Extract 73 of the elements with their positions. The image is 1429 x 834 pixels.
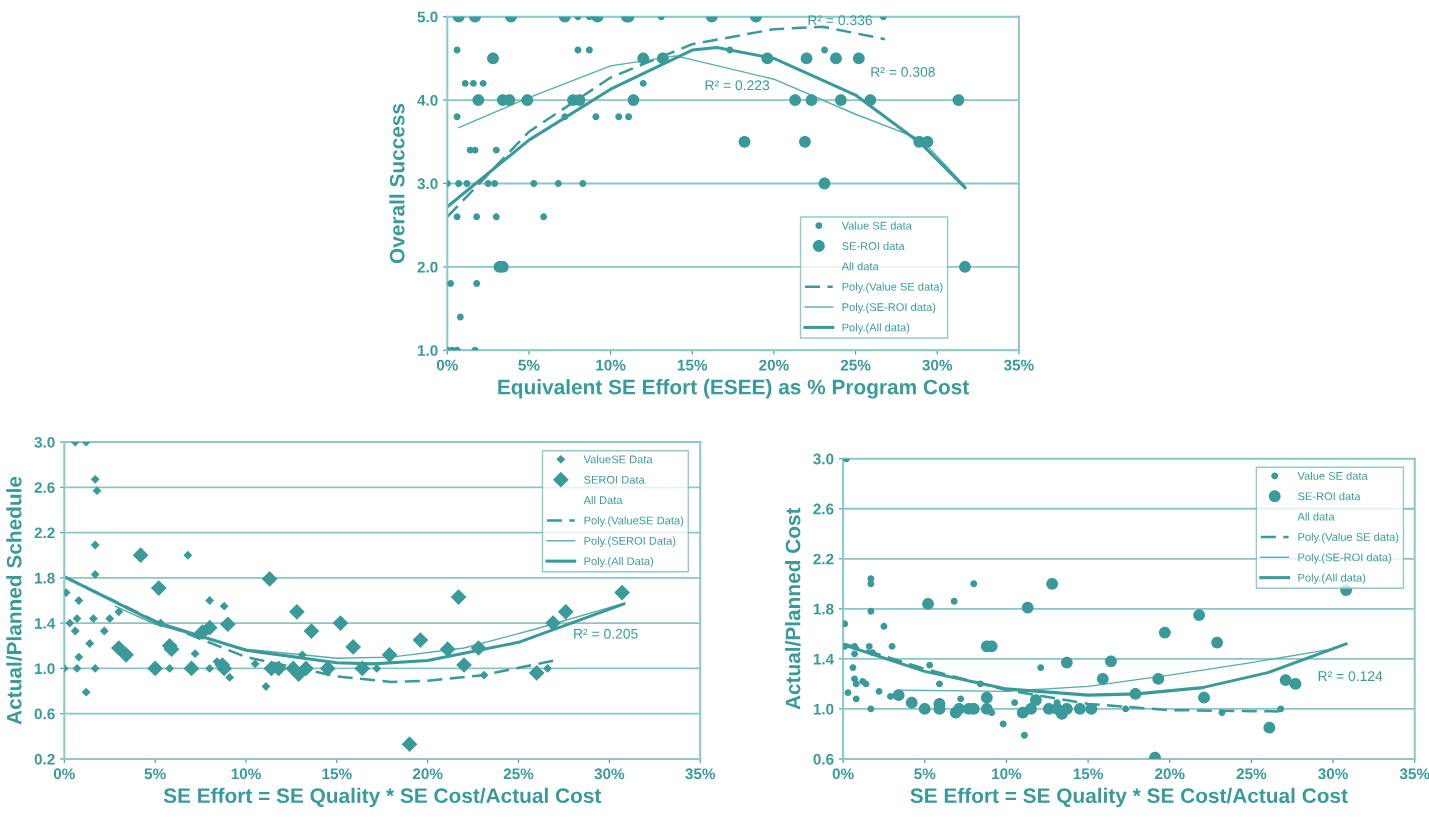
x-tick-label: 25%	[840, 359, 871, 371]
legend-label: Value SE data	[841, 221, 912, 230]
y-tick-label: 0.2	[34, 753, 55, 765]
x-tick-label: 0%	[832, 768, 854, 780]
y-tick-label: 2.0	[417, 261, 438, 273]
x-tick-label: 25%	[503, 768, 534, 780]
x-tick-label: 30%	[594, 768, 625, 780]
x-tick-label: 10%	[992, 768, 1022, 780]
y-tick-label: 2.6	[813, 503, 834, 515]
x-tick-label: 15%	[677, 359, 708, 371]
text: All data	[841, 262, 879, 271]
annotation: R² = 0.223	[705, 80, 770, 91]
legend-label: Poly.(All Data)	[584, 556, 654, 568]
y-tick-label: 4.0	[417, 94, 438, 106]
x-tick-label: 5%	[144, 768, 166, 780]
x-tick-label: 10%	[231, 768, 261, 780]
y-tick-label: 2.2	[813, 553, 834, 565]
legend-label: Poly.(SE-ROI data)	[842, 302, 936, 314]
x-tick-label: 0%	[436, 359, 458, 371]
legend-label: SEROI Data	[584, 475, 645, 484]
y-tick-label: 2.6	[34, 482, 55, 493]
x-tick-label: 20%	[1154, 768, 1185, 780]
x-tick-label: 20%	[412, 768, 443, 780]
legend-label: Poly.(SE-ROI data)	[1298, 553, 1392, 564]
y-tick-label: 1.8	[813, 603, 834, 615]
legend-label: Poly.(All data)	[842, 323, 910, 334]
x-tick-label: 20%	[759, 359, 789, 371]
annotation: R² = 0.308	[871, 67, 935, 77]
y-tick-label: 0.6	[813, 753, 834, 765]
legend-label: SE-ROI data	[1298, 492, 1361, 501]
y-tick-label: 1.0	[35, 663, 55, 675]
x-axis-title: SE Effort = SE Quality * SE Cost/Actual Cost	[910, 787, 1348, 808]
x-tick-label: 15%	[322, 768, 352, 780]
y-tick-label: 1.4	[813, 653, 834, 665]
x-tick-label: 5%	[914, 768, 936, 780]
x-tick-label: 5%	[518, 359, 540, 371]
y-tick-label: 2.2	[34, 527, 55, 539]
x-tick-label: 35%	[1399, 768, 1429, 780]
y-tick-label: 5.0	[417, 11, 438, 23]
x-tick-label: 25%	[1236, 768, 1267, 780]
legend-label: ValueSE Data	[583, 455, 653, 464]
annotation: R² = 0.205	[574, 628, 638, 639]
y-tick-label: 3.0	[34, 436, 55, 448]
y-tick-label: 0.6	[34, 708, 55, 720]
legend-label: SE-ROI data	[842, 241, 905, 250]
x-tick-label: 15%	[1073, 768, 1103, 780]
y-tick-label: 1.8	[35, 572, 55, 584]
y-axis-title: Overall Success	[389, 103, 405, 264]
x-tick-label: 30%	[1318, 768, 1348, 780]
x-tick-label: 0%	[53, 768, 75, 780]
legend-label: Poly.(ValueSE Data)	[584, 516, 684, 527]
y-tick-label: 3.0	[813, 453, 834, 465]
legend-label: Poly.(Value SE data)	[1298, 532, 1399, 544]
x-axis-title: Equivalent SE Effort (ESEE) as % Program Cost	[498, 379, 969, 399]
legend-label: Poly.(Value SE data)	[842, 282, 943, 293]
annotation: R² = 0.124	[1318, 671, 1383, 682]
x-tick-label: 10%	[596, 359, 626, 371]
legend-label: Poly.(SEROI Data)	[584, 536, 676, 547]
y-axis-title: Actual/Planned Schedule	[6, 476, 22, 725]
y-tick-label: 1.4	[35, 618, 56, 629]
y-tick-label: 1.0	[813, 703, 834, 715]
x-axis-title: SE Effort = SE Quality * SE Cost/Actual Cost	[163, 787, 602, 808]
annotation: R² = 0.336	[808, 15, 873, 26]
y-tick-label: 1.0	[417, 345, 438, 356]
text: All data	[1297, 512, 1335, 521]
y-axis-title: Actual/Planned Cost	[785, 507, 801, 710]
x-tick-label: 35%	[1003, 359, 1034, 371]
x-tick-label: 30%	[922, 359, 953, 371]
text: All Data	[583, 495, 623, 505]
legend-label: Value SE data	[1297, 471, 1368, 480]
y-tick-label: 3.0	[417, 178, 438, 190]
legend-label: Poly.(All data)	[1298, 573, 1366, 584]
x-tick-label: 35%	[685, 768, 716, 780]
